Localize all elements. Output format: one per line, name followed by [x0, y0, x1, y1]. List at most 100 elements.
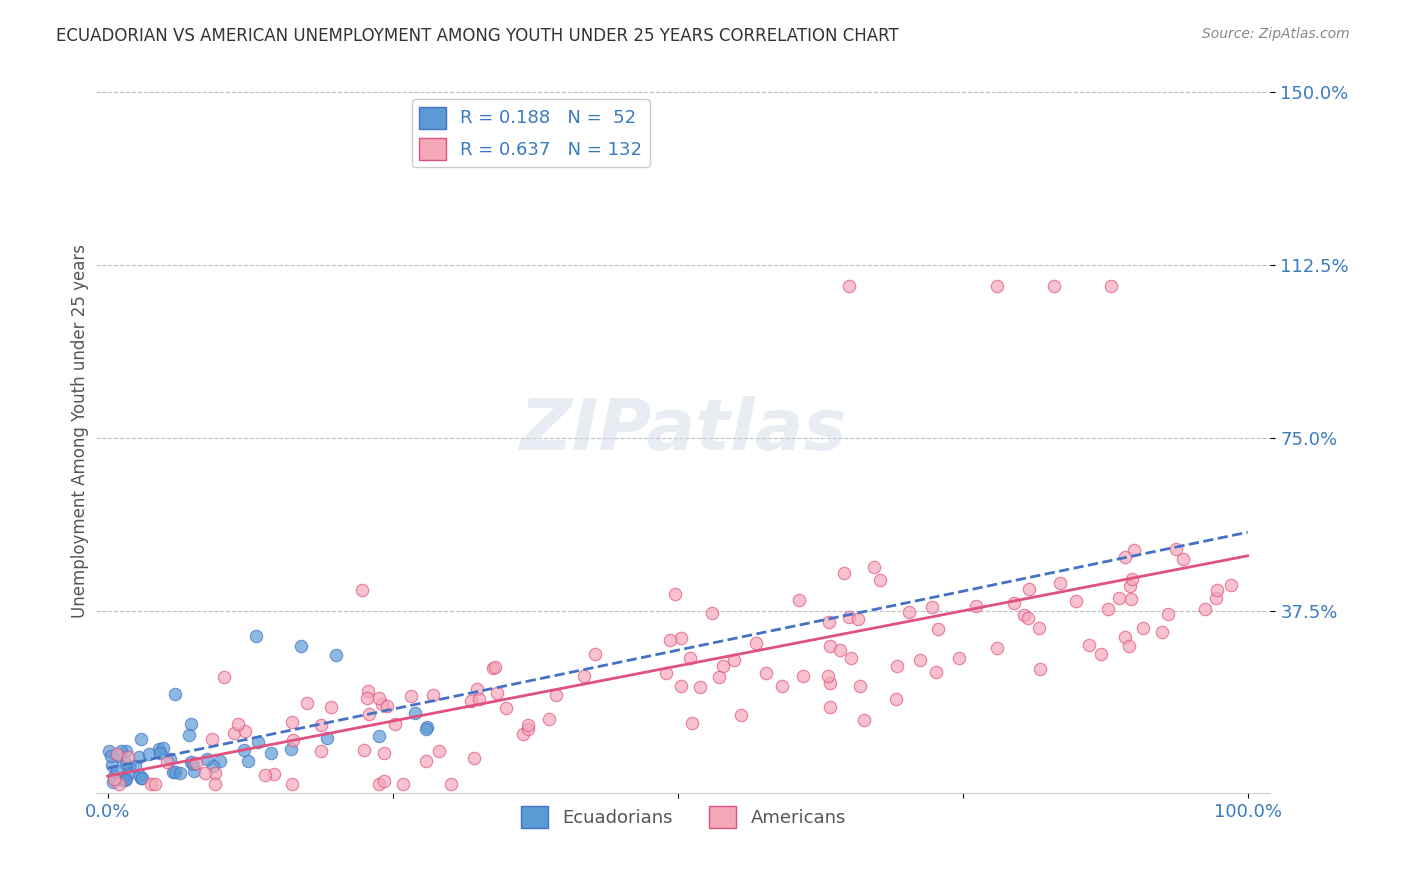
Point [789, 593, 811, 607]
Point [232, 743, 254, 757]
Point [681, 716, 703, 731]
Point [700, 607, 723, 621]
Point [1150, 625, 1173, 640]
Point [924, 665, 946, 680]
Point [138, 747, 160, 761]
Point [486, 686, 509, 700]
Point [222, 726, 245, 740]
Point [1220, 578, 1243, 592]
Point [315, 731, 337, 746]
Point [846, 612, 869, 626]
Point [1164, 541, 1187, 556]
Point [404, 706, 426, 721]
Point [818, 699, 841, 714]
Point [233, 723, 256, 738]
Point [828, 642, 851, 657]
Point [583, 647, 606, 661]
Point [180, 717, 202, 731]
Point [572, 669, 595, 683]
Point [152, 741, 174, 756]
Point [921, 599, 943, 614]
Point [281, 777, 304, 791]
Point [281, 732, 304, 747]
Point [204, 766, 226, 780]
Point [101, 758, 124, 772]
Point [427, 744, 450, 758]
Point [169, 765, 191, 780]
Point [353, 743, 375, 757]
Point [863, 560, 886, 574]
Point [1018, 582, 1040, 596]
Point [105, 747, 128, 762]
Point [1114, 630, 1136, 644]
Point [1064, 594, 1087, 608]
Point [1108, 591, 1130, 605]
Point [290, 639, 312, 653]
Point [1118, 639, 1140, 653]
Point [1097, 602, 1119, 616]
Point [679, 651, 702, 665]
Point [204, 777, 226, 791]
Point [359, 706, 381, 721]
Point [124, 759, 146, 773]
Point [1171, 552, 1194, 566]
Point [671, 632, 693, 646]
Point [1029, 662, 1052, 676]
Point [908, 653, 931, 667]
Point [148, 742, 170, 756]
Point [484, 660, 506, 674]
Point [179, 728, 201, 742]
Point [115, 756, 138, 770]
Point [186, 756, 208, 770]
Point [707, 670, 730, 684]
Point [143, 777, 166, 791]
Point [195, 752, 218, 766]
Point [849, 680, 872, 694]
Point [986, 640, 1008, 655]
Point [463, 751, 485, 765]
Point [226, 717, 249, 731]
Point [832, 566, 855, 580]
Point [792, 669, 814, 683]
Point [886, 658, 908, 673]
Point [1043, 278, 1066, 293]
Point [711, 659, 734, 673]
Point [309, 718, 332, 732]
Point [281, 715, 304, 730]
Point [460, 694, 482, 708]
Point [118, 759, 141, 773]
Point [927, 622, 949, 636]
Point [415, 722, 437, 736]
Point [373, 746, 395, 760]
Point [853, 713, 876, 727]
Point [112, 771, 135, 785]
Point [165, 687, 187, 701]
Point [1119, 591, 1142, 606]
Point [465, 681, 488, 696]
Point [297, 696, 319, 710]
Point [149, 746, 172, 760]
Point [108, 777, 131, 791]
Point [664, 587, 686, 601]
Point [201, 758, 224, 772]
Point [368, 691, 391, 706]
Point [1132, 621, 1154, 635]
Point [367, 729, 389, 743]
Text: ZIPatlas: ZIPatlas [520, 396, 846, 466]
Point [818, 615, 841, 630]
Point [689, 680, 711, 694]
Point [415, 754, 437, 768]
Point [112, 772, 135, 787]
Point [1090, 648, 1112, 662]
Point [884, 691, 907, 706]
Point [1206, 582, 1229, 597]
Point [838, 278, 860, 293]
Point [516, 718, 538, 732]
Point [1049, 576, 1071, 591]
Point [869, 573, 891, 587]
Point [658, 633, 681, 648]
Point [98, 744, 121, 758]
Point [214, 669, 236, 683]
Point [128, 768, 150, 782]
Point [948, 650, 970, 665]
